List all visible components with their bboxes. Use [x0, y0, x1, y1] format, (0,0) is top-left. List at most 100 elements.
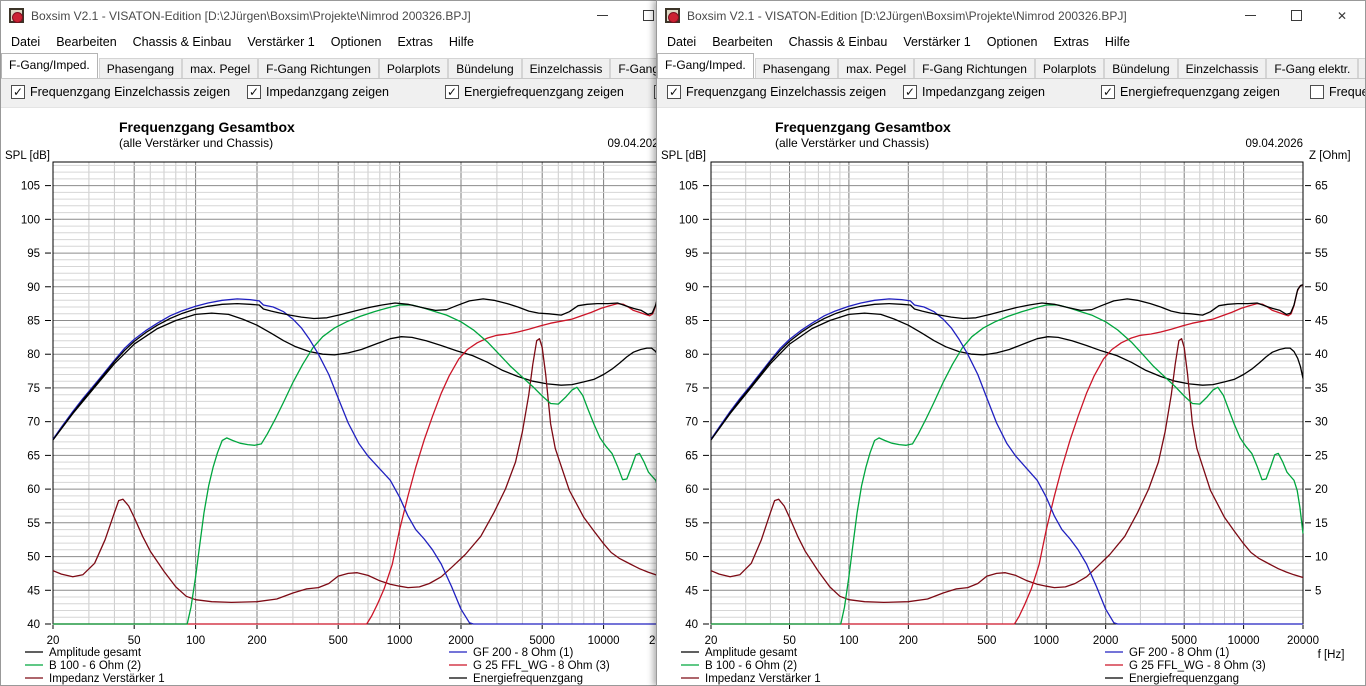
- menu-item-verstaerker-1[interactable]: Verstärker 1: [903, 34, 971, 49]
- title-bar[interactable]: Boxsim V2.1 - VISATON-Edition [D:\2Jürge…: [657, 1, 1365, 30]
- menu-item-hilfe[interactable]: Hilfe: [448, 34, 474, 49]
- window-controls: ✕: [1227, 1, 1365, 30]
- menu-item-chassis-einbau[interactable]: Chassis & Einbau: [132, 34, 232, 49]
- svg-text:20000: 20000: [649, 635, 656, 647]
- boxsim-window: Boxsim V2.1 - VISATON-Edition [D:\2Jürge…: [656, 0, 1366, 686]
- menu-item-extras[interactable]: Extras: [1053, 34, 1089, 49]
- checkbox-frequenz[interactable]: Frequenz: [654, 85, 656, 99]
- minimize-icon: [1244, 15, 1256, 16]
- tab-polarplots[interactable]: Polarplots: [378, 58, 449, 78]
- svg-text:80: 80: [685, 349, 698, 361]
- tab-f-gang-imped[interactable]: F-Gang/Imped.: [1, 53, 98, 78]
- menu-item-chassis-einbau[interactable]: Chassis & Einbau: [788, 34, 888, 49]
- checkbox-box: ✓: [247, 85, 261, 99]
- svg-text:105: 105: [679, 181, 698, 193]
- checkbox-row: ✓ Frequenzgang Einzelchassis zeigen ✓ Im…: [657, 79, 1365, 108]
- checkbox-energiefrequenzgang[interactable]: ✓ Energiefrequenzgang zeigen: [445, 85, 624, 99]
- svg-text:20: 20: [705, 635, 718, 647]
- svg-text:80: 80: [27, 349, 40, 361]
- title-bar[interactable]: Boxsim V2.1 - VISATON-Edition [D:\2Jürge…: [1, 1, 656, 30]
- svg-text:09.04.2026: 09.04.2026: [1245, 138, 1303, 150]
- tab-phasengang[interactable]: Phasengang: [98, 58, 183, 78]
- svg-text:65: 65: [685, 450, 698, 462]
- svg-text:75: 75: [685, 383, 698, 395]
- svg-text:85: 85: [27, 315, 40, 327]
- menu-item-datei[interactable]: Datei: [11, 34, 41, 49]
- menu-item-hilfe[interactable]: Hilfe: [1104, 34, 1130, 49]
- svg-text:30: 30: [1315, 417, 1328, 429]
- svg-text:10000: 10000: [1228, 635, 1260, 647]
- svg-text:5000: 5000: [1171, 635, 1197, 647]
- menu-item-verstaerker-1[interactable]: Verstärker 1: [247, 34, 315, 49]
- checkbox-impedanzgang[interactable]: ✓ Impedanzgang zeigen: [903, 85, 1045, 99]
- menu-item-bearbeiten[interactable]: Bearbeiten: [56, 34, 117, 49]
- tab-f-gang-richtungen[interactable]: F-Gang Richtungen: [258, 58, 379, 78]
- window-title: Boxsim V2.1 - VISATON-Edition [D:\2Jürge…: [31, 8, 471, 23]
- tab-max-pegel[interactable]: max. Pegel: [838, 58, 915, 78]
- checkbox-frequenzgang-einzelchassis[interactable]: ✓ Frequenzgang Einzelchassis zeigen: [11, 85, 230, 99]
- svg-text:G 25 FFL_WG - 8 Ohm (3): G 25 FFL_WG - 8 Ohm (3): [473, 660, 610, 672]
- svg-text:Amplitude gesamt: Amplitude gesamt: [49, 647, 142, 659]
- minimize-button[interactable]: [1227, 1, 1273, 30]
- window-controls: ✕: [579, 1, 656, 30]
- checkbox-frequenz[interactable]: Frequenz: [1310, 85, 1365, 99]
- checkbox-box: ✓: [667, 85, 681, 99]
- tab-phasengang[interactable]: Phasengang: [754, 58, 839, 78]
- minimize-button[interactable]: [579, 1, 625, 30]
- svg-text:09.04.2026: 09.04.2026: [607, 138, 656, 150]
- svg-text:5: 5: [1315, 585, 1321, 597]
- tab-f-gang-elektr[interactable]: F-Gang elektr.: [610, 58, 656, 78]
- svg-text:90: 90: [685, 282, 698, 294]
- tab-max-pegel[interactable]: max. Pegel: [182, 58, 259, 78]
- svg-text:55: 55: [27, 518, 40, 530]
- svg-text:55: 55: [1315, 248, 1328, 260]
- checkbox-frequenzgang-einzelchassis[interactable]: ✓ Frequenzgang Einzelchassis zeigen: [667, 85, 886, 99]
- checkbox-box: [654, 85, 656, 99]
- svg-text:50: 50: [783, 635, 796, 647]
- svg-text:85: 85: [685, 315, 698, 327]
- svg-text:Impedanz Verstärker 1: Impedanz Verstärker 1: [705, 673, 821, 685]
- menu-item-optionen[interactable]: Optionen: [986, 34, 1038, 49]
- checkbox-box: ✓: [11, 85, 25, 99]
- tab-einzelchassis[interactable]: Einzelchassis: [521, 58, 611, 78]
- tab-f-gang-elektr[interactable]: F-Gang elektr.: [1266, 58, 1359, 78]
- svg-text:50: 50: [128, 635, 141, 647]
- menu-item-datei[interactable]: Datei: [667, 34, 697, 49]
- menu-item-optionen[interactable]: Optionen: [330, 34, 382, 49]
- svg-text:Energiefrequenzgang: Energiefrequenzgang: [473, 673, 583, 685]
- svg-text:65: 65: [1315, 181, 1328, 193]
- svg-text:40: 40: [1315, 349, 1328, 361]
- svg-text:GF 200 - 8 Ohm (1): GF 200 - 8 Ohm (1): [1129, 647, 1230, 659]
- tab-buendelung[interactable]: Bündelung: [448, 58, 522, 78]
- checkbox-impedanzgang[interactable]: ✓ Impedanzgang zeigen: [247, 85, 389, 99]
- svg-text:50: 50: [1315, 282, 1328, 294]
- svg-text:(alle Verstärker und Chassis): (alle Verstärker und Chassis): [119, 136, 273, 150]
- svg-text:f [Hz]: f [Hz]: [1318, 649, 1345, 661]
- tab-buendelung[interactable]: Bündelung: [1104, 58, 1178, 78]
- tab-polarplots[interactable]: Polarplots: [1034, 58, 1105, 78]
- svg-text:200: 200: [899, 635, 918, 647]
- tab-f-gang-imped[interactable]: F-Gang/Imped.: [657, 53, 754, 78]
- svg-text:B 100 - 6 Ohm (2): B 100 - 6 Ohm (2): [705, 660, 797, 672]
- tab-f-gang-richtungen[interactable]: F-Gang Richtungen: [914, 58, 1035, 78]
- maximize-button[interactable]: [1273, 1, 1319, 30]
- svg-text:Z [Ohm]: Z [Ohm]: [1309, 150, 1351, 162]
- tab-bar: F-Gang/Imped. Phasengang max. Pegel F-Ga…: [1, 53, 656, 79]
- checkbox-label: Frequenz: [1329, 85, 1365, 99]
- menu-item-bearbeiten[interactable]: Bearbeiten: [712, 34, 773, 49]
- boxsim-app-icon: [665, 8, 680, 23]
- tab-richtungsplots[interactable]: Richtungsplots: [1358, 58, 1365, 78]
- menu-bar: Datei Bearbeiten Chassis & Einbau Verstä…: [657, 30, 1365, 53]
- close-button[interactable]: ✕: [1319, 1, 1365, 30]
- svg-text:200: 200: [247, 635, 266, 647]
- menu-item-extras[interactable]: Extras: [397, 34, 433, 49]
- svg-text:SPL [dB]: SPL [dB]: [5, 150, 50, 162]
- svg-text:40: 40: [685, 619, 698, 631]
- tab-einzelchassis[interactable]: Einzelchassis: [1177, 58, 1267, 78]
- svg-text:1000: 1000: [1033, 635, 1059, 647]
- checkbox-energiefrequenzgang[interactable]: ✓ Energiefrequenzgang zeigen: [1101, 85, 1280, 99]
- svg-text:65: 65: [27, 450, 40, 462]
- close-icon: ✕: [1336, 8, 1348, 23]
- maximize-button[interactable]: [625, 1, 656, 30]
- checkbox-row: ✓ Frequenzgang Einzelchassis zeigen ✓ Im…: [1, 79, 656, 108]
